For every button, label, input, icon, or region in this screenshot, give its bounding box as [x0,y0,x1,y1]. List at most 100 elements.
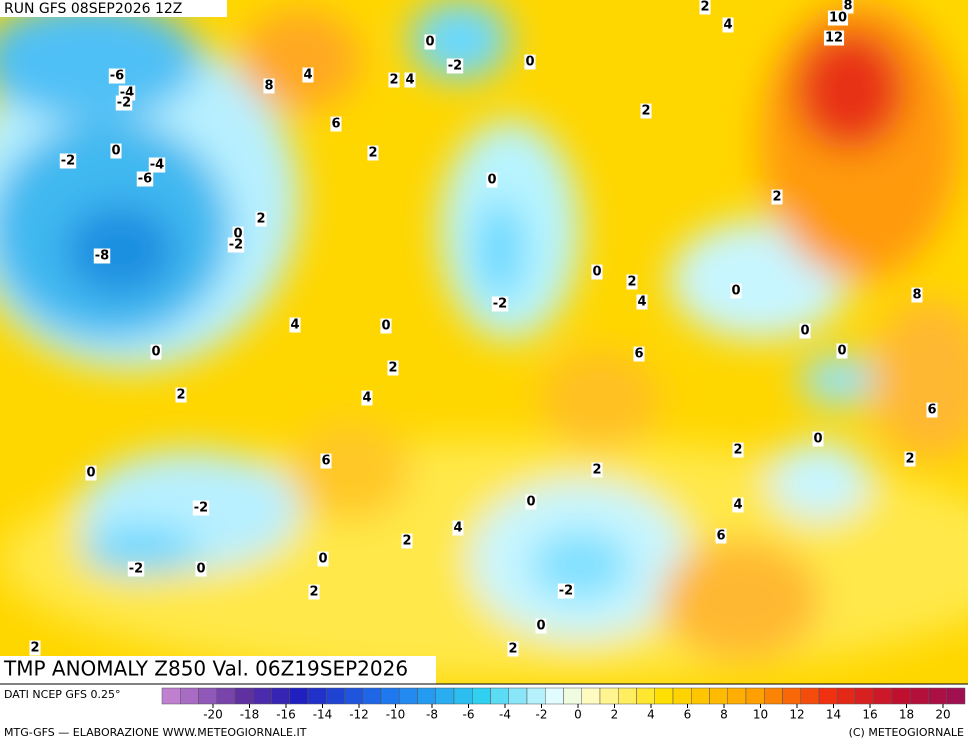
contour-label: 8 [912,288,921,303]
contour-label-bg [730,283,742,299]
contour-label: 0 [592,265,601,280]
scale-box [508,687,528,705]
contour-label: 0 [151,345,160,360]
credit-label: MTG-GFS — ELABORAZIONE WWW.METEOGIORNALE… [4,726,307,739]
contour-label-bg [722,17,734,33]
scale-box [545,687,564,705]
contour-label-bg [317,551,329,567]
scale-tick-label: 8 [720,708,728,722]
contour-label-bg [535,618,547,634]
contour-label: 0 [536,619,545,634]
contour-label: 2 [256,212,265,227]
contour-label-bg [524,54,536,70]
scale-box [161,687,181,705]
contour-label-bg [93,248,111,264]
contour-label: -4 [150,158,164,173]
contour-label: 2 [402,534,411,549]
contour-label: -6 [138,172,152,187]
scale-tick-label: 10 [753,708,768,722]
contour-label-bg [148,157,166,173]
scale-box [453,687,473,705]
contour-label-bg [387,360,399,376]
scale-box [618,687,637,705]
contour-label-bg [175,387,187,403]
contour-label-bg [640,103,652,119]
scale-box [198,687,217,705]
scale-tick-label: 6 [684,708,692,722]
contour-label-bg [404,72,416,88]
contour-label-bg [361,390,373,406]
contour-label: 0 [837,344,846,359]
scale-tick-label: 18 [899,708,914,722]
contour-label: -6 [110,69,124,84]
contour-label: 2 [592,463,601,478]
contour-label-bg [771,189,783,205]
scale-tick-label: 4 [647,708,655,722]
contour-label: 6 [927,403,936,418]
contour-label: 0 [425,35,434,50]
contour-label-bg [195,561,207,577]
scale-box [709,687,728,705]
scale-box [928,687,947,705]
contour-label: 0 [233,227,242,242]
scale-box [581,687,601,705]
contour-label-bg [732,442,744,458]
contour-label: -2 [129,562,143,577]
contour-label: -2 [559,584,573,599]
contour-label-bg [557,583,575,599]
contour-label: 6 [321,454,330,469]
scale-tick-label: 2 [611,708,619,722]
contour-label-bg [715,528,727,544]
contour-label-bg [842,0,854,14]
scale-tick-label: -8 [426,708,438,722]
contour-label-bg [591,462,603,478]
scale-box [472,687,491,705]
contour-label-bg [525,494,537,510]
contour-label-bg [904,451,916,467]
contour-label-bg [732,497,744,513]
scale-box [599,687,619,705]
scale-box [417,687,436,705]
contour-label-bg [836,343,848,359]
scale-box [180,687,199,705]
scale-box [307,687,327,705]
contour-label: -2 [194,501,208,516]
contour-label: 0 [86,466,95,481]
scale-box [837,687,856,705]
contour-label: 0 [800,324,809,339]
scale-box [380,687,400,705]
contour-label-bg [136,171,154,187]
scale-box [727,687,747,705]
contour-label: 0 [318,552,327,567]
contour-label-bg [591,264,603,280]
scale-box [654,687,674,705]
contour-label: 2 [176,388,185,403]
contour-label-bg [192,500,210,516]
contour-label: 2 [388,361,397,376]
contour-label-bg [255,211,267,227]
contour-label: 4 [453,521,462,536]
contour-label-bg [308,584,320,600]
contour-label-bg [699,0,711,15]
contour-label: 0 [196,562,205,577]
contour-label: 2 [700,0,709,15]
contour-label: 4 [733,498,742,513]
contour-label: 2 [508,642,517,657]
anomaly-field [0,0,968,684]
contour-label: 0 [525,55,534,70]
scale-tick-label: 0 [574,708,582,722]
scale-box [362,687,382,705]
contour-label-bg [289,317,301,333]
contour-label-bg [424,34,436,50]
contour-label-bg [320,453,332,469]
contour-label: 10 [829,11,847,26]
scale-box [873,687,893,705]
contour-label: 2 [627,275,636,290]
contour-label-bg [330,116,342,132]
contour-label: 0 [526,495,535,510]
scale-tick-label: -4 [499,708,511,722]
scale-box [910,687,929,705]
scale-tick-label: 12 [789,708,804,722]
contour-label-bg [367,145,379,161]
scale-tick-label: -14 [313,708,333,722]
